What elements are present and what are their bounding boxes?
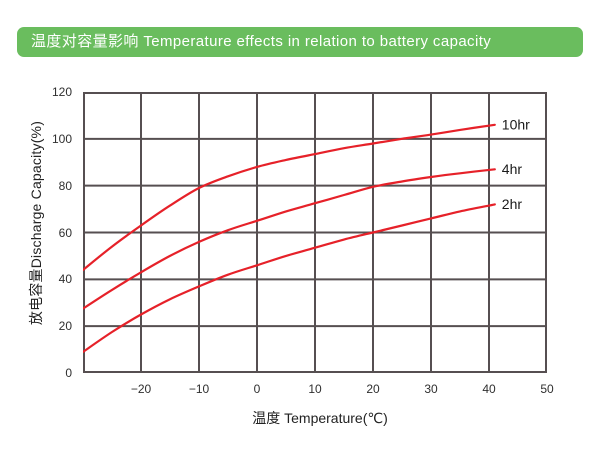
- y-tick-label: 120: [51, 85, 72, 99]
- chart-canvas: 10hr 4hr 2hr: [83, 92, 547, 373]
- curve-2hr: [83, 203, 496, 353]
- x-axis-title: 温度 Temperature(℃): [252, 410, 388, 426]
- title-banner: 温度对容量影响 Temperature effects in relation …: [17, 27, 583, 57]
- x-tick-label: 10: [308, 382, 322, 396]
- chart-plot-area: 10hr 4hr 2hr: [83, 92, 547, 373]
- x-tick-label: 50: [540, 382, 554, 396]
- curve-label-10hr: 10hr: [502, 116, 530, 132]
- x-tick-label: 40: [482, 382, 496, 396]
- y-axis-title: 放电容量Discharge Capacity(%): [28, 120, 44, 326]
- curve-label-2hr: 2hr: [502, 196, 523, 212]
- y-tick-label: 80: [58, 178, 72, 193]
- x-tick-label: −20: [130, 382, 152, 396]
- curve-10hr: [83, 123, 496, 272]
- x-tick-label: 20: [366, 382, 380, 396]
- curve-4hr: [83, 168, 496, 310]
- y-tick-label: 40: [58, 272, 72, 287]
- x-tick-label: 30: [424, 382, 438, 396]
- y-tick-label: 100: [51, 131, 72, 146]
- y-tick-label: 60: [58, 225, 72, 240]
- y-tick-label: 20: [58, 319, 72, 334]
- curve-label-4hr: 4hr: [502, 161, 523, 177]
- y-tick-label: 0: [65, 366, 72, 380]
- x-tick-label: −10: [188, 382, 210, 396]
- x-tick-label: 0: [253, 382, 261, 396]
- plot-border: [83, 92, 547, 373]
